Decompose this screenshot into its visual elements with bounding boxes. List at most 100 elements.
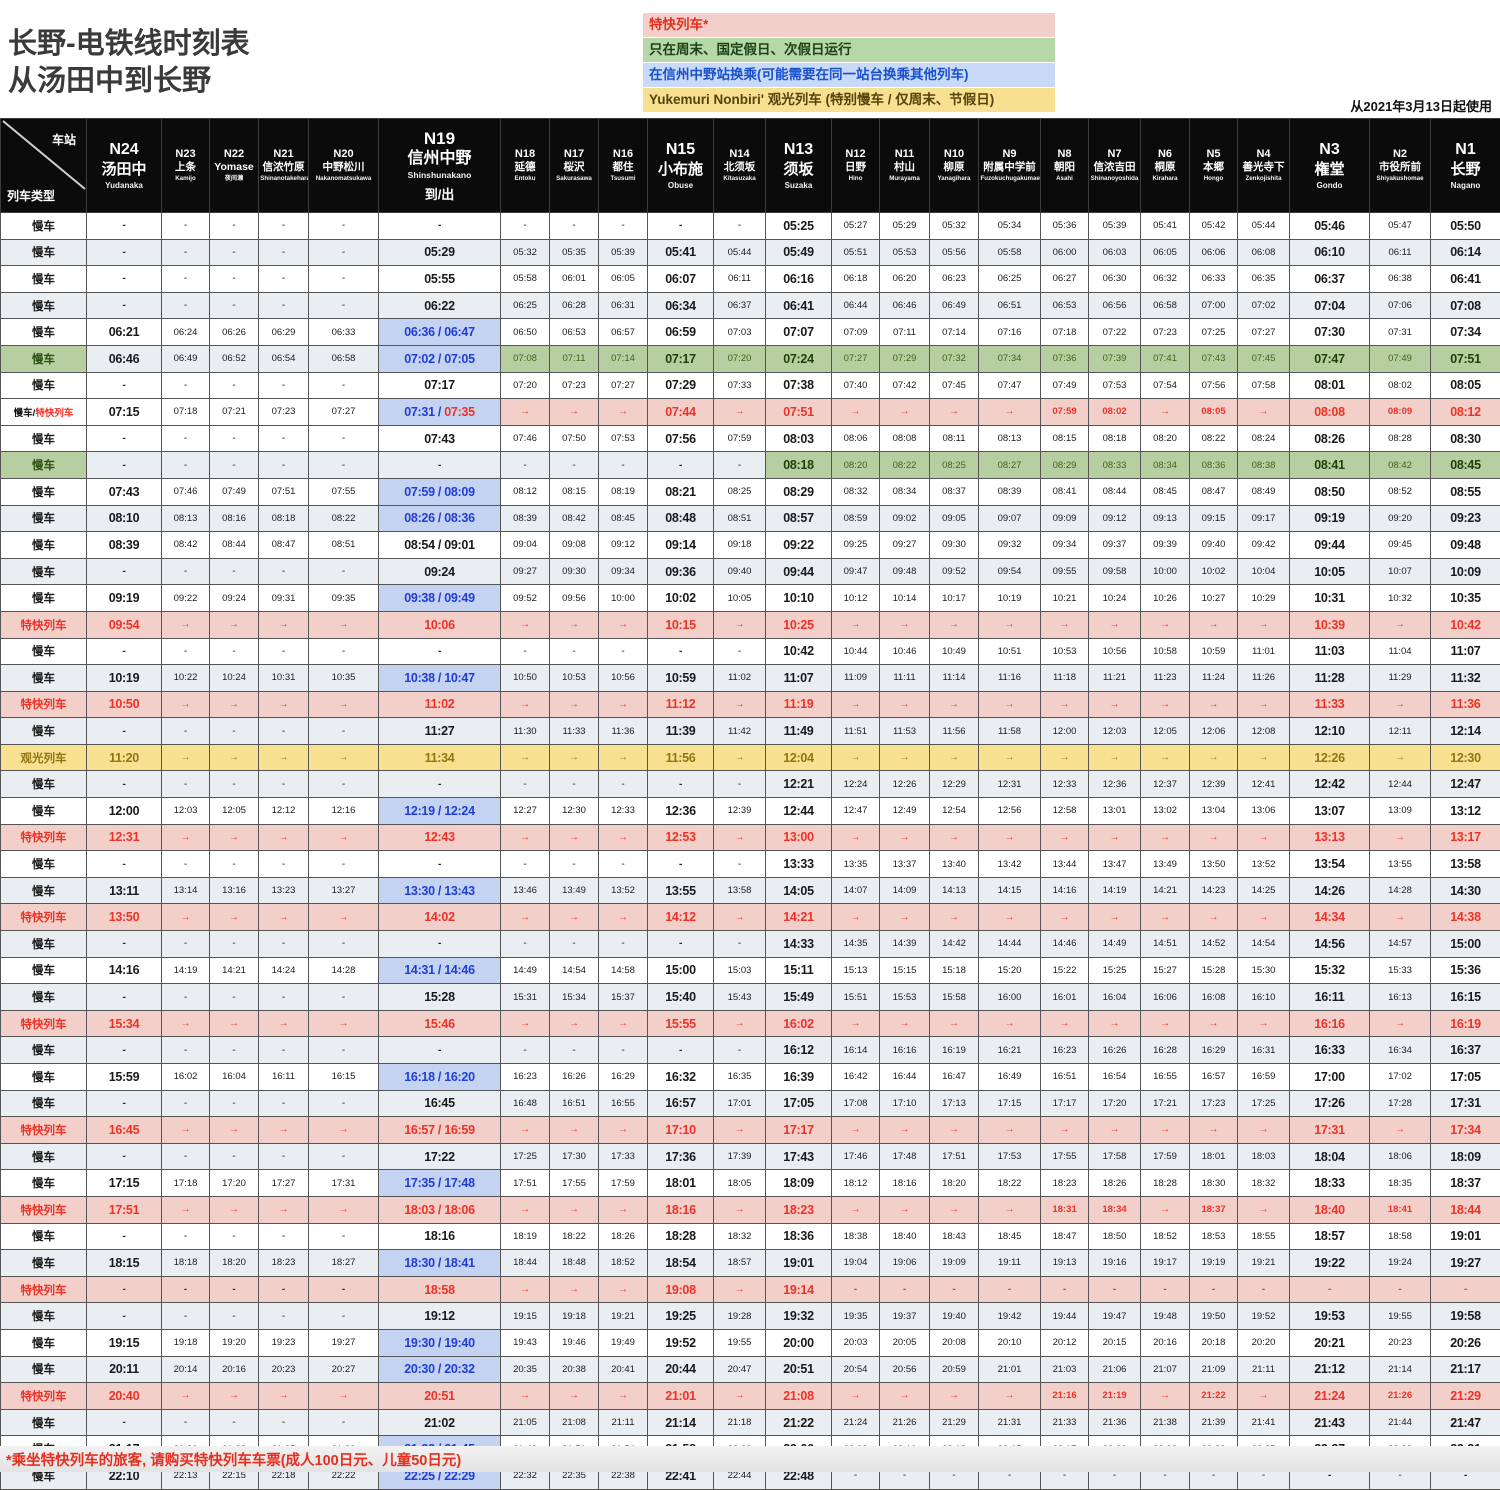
time-cell: 16:10 bbox=[1238, 984, 1290, 1011]
time-cell: 05:32 bbox=[501, 239, 550, 266]
pass-through-arrow: → bbox=[1041, 1117, 1089, 1144]
transfer-time-cell: 18:30 / 18:41 bbox=[379, 1250, 501, 1277]
time-cell: 21:01 bbox=[648, 1383, 714, 1410]
pass-through-arrow: → bbox=[979, 611, 1041, 638]
time-cell: 08:29 bbox=[766, 478, 832, 505]
time-cell: 10:42 bbox=[1431, 611, 1500, 638]
pass-through-arrow: → bbox=[599, 1276, 648, 1303]
time-cell: 20:51 bbox=[766, 1356, 832, 1383]
time-cell: 19:49 bbox=[599, 1329, 648, 1356]
pass-through-arrow: → bbox=[930, 744, 979, 771]
time-cell: 21:41 bbox=[1238, 1409, 1290, 1436]
time-cell: 16:15 bbox=[1431, 984, 1500, 1011]
time-cell: 07:33 bbox=[714, 372, 766, 399]
time-cell: 13:40 bbox=[930, 851, 979, 878]
time-cell: 19:58 bbox=[1431, 1303, 1500, 1330]
pass-through-arrow: → bbox=[309, 824, 379, 851]
train-type-cell: 慢车 bbox=[1, 665, 87, 692]
pass-through-arrow: → bbox=[501, 1010, 550, 1037]
time-cell: 08:34 bbox=[1141, 452, 1190, 479]
time-cell: 18:31 bbox=[1041, 1196, 1089, 1223]
pass-through-arrow: → bbox=[832, 691, 880, 718]
pass-through-arrow: → bbox=[1141, 611, 1190, 638]
time-cell: 15:40 bbox=[648, 984, 714, 1011]
time-cell: 14:21 bbox=[766, 904, 832, 931]
time-cell: 19:19 bbox=[1190, 1250, 1238, 1277]
time-cell: 09:54 bbox=[979, 558, 1041, 585]
no-service-cell: - bbox=[379, 1037, 501, 1064]
pass-through-arrow: → bbox=[309, 1196, 379, 1223]
time-cell: 12:33 bbox=[599, 798, 648, 825]
no-service-cell: - bbox=[87, 266, 162, 293]
pass-through-arrow: → bbox=[162, 744, 210, 771]
no-service-cell: - bbox=[309, 1276, 379, 1303]
time-cell: 08:39 bbox=[979, 478, 1041, 505]
no-service-cell: - bbox=[501, 931, 550, 958]
time-cell: 15:53 bbox=[880, 984, 930, 1011]
time-cell: 11:32 bbox=[1431, 665, 1500, 692]
train-type-cell: 慢车 bbox=[1, 1356, 87, 1383]
time-cell: 17:51 bbox=[87, 1196, 162, 1223]
time-cell: 06:22 bbox=[379, 292, 501, 319]
time-cell: 12:39 bbox=[714, 798, 766, 825]
time-cell: 07:11 bbox=[880, 319, 930, 346]
time-cell: 16:33 bbox=[1290, 1037, 1370, 1064]
time-cell: 08:36 bbox=[1190, 452, 1238, 479]
time-cell: 05:47 bbox=[1370, 213, 1431, 240]
time-cell: 08:41 bbox=[1041, 478, 1089, 505]
time-cell: 13:42 bbox=[979, 851, 1041, 878]
time-cell: 08:42 bbox=[550, 505, 599, 532]
train-type-cell: 慢车 bbox=[1, 372, 87, 399]
pass-through-arrow: → bbox=[501, 744, 550, 771]
time-cell: 11:51 bbox=[832, 718, 880, 745]
pass-through-arrow: → bbox=[1370, 744, 1431, 771]
time-cell: 17:26 bbox=[1290, 1090, 1370, 1117]
pass-through-arrow: → bbox=[832, 1383, 880, 1410]
time-cell: 17:51 bbox=[501, 1170, 550, 1197]
time-cell: 08:10 bbox=[87, 505, 162, 532]
train-type-cell: 慢车/特快列车 bbox=[1, 399, 87, 426]
time-cell: 05:49 bbox=[766, 239, 832, 266]
time-cell: 10:58 bbox=[1141, 638, 1190, 665]
pass-through-arrow: → bbox=[210, 1010, 259, 1037]
time-cell: 18:50 bbox=[1089, 1223, 1141, 1250]
no-service-cell: - bbox=[259, 771, 309, 798]
time-cell: 14:42 bbox=[930, 931, 979, 958]
time-cell: 19:27 bbox=[309, 1329, 379, 1356]
time-cell: 21:22 bbox=[766, 1409, 832, 1436]
no-service-cell: - bbox=[648, 931, 714, 958]
time-cell: 07:51 bbox=[766, 399, 832, 426]
time-cell: 10:59 bbox=[648, 665, 714, 692]
time-cell: 18:32 bbox=[1238, 1170, 1290, 1197]
time-cell: 07:34 bbox=[1431, 319, 1500, 346]
time-cell: 14:23 bbox=[1190, 877, 1238, 904]
no-service-cell: - bbox=[599, 452, 648, 479]
time-cell: 09:08 bbox=[550, 532, 599, 559]
time-cell: 09:55 bbox=[1041, 558, 1089, 585]
time-cell: 07:58 bbox=[1238, 372, 1290, 399]
effective-date: 从2021年3月13日起使用 bbox=[1350, 96, 1492, 115]
no-service-cell: - bbox=[832, 1276, 880, 1303]
time-cell: 08:12 bbox=[1431, 399, 1500, 426]
time-cell: 09:42 bbox=[1238, 532, 1290, 559]
time-cell: 09:14 bbox=[648, 532, 714, 559]
time-cell: 17:05 bbox=[1431, 1064, 1500, 1091]
no-service-cell: - bbox=[309, 372, 379, 399]
train-type-cell: 慢车 bbox=[1, 1329, 87, 1356]
pass-through-arrow: → bbox=[162, 611, 210, 638]
time-cell: 12:43 bbox=[379, 824, 501, 851]
no-service-cell: - bbox=[87, 452, 162, 479]
no-service-cell: - bbox=[210, 931, 259, 958]
no-service-cell: - bbox=[259, 1276, 309, 1303]
pass-through-arrow: → bbox=[880, 904, 930, 931]
time-cell: 10:09 bbox=[1431, 558, 1500, 585]
pass-through-arrow: → bbox=[880, 691, 930, 718]
time-cell: 09:34 bbox=[599, 558, 648, 585]
no-service-cell: - bbox=[162, 292, 210, 319]
time-cell: 15:36 bbox=[1431, 957, 1500, 984]
no-service-cell: - bbox=[309, 1223, 379, 1250]
time-cell: 07:24 bbox=[766, 345, 832, 372]
